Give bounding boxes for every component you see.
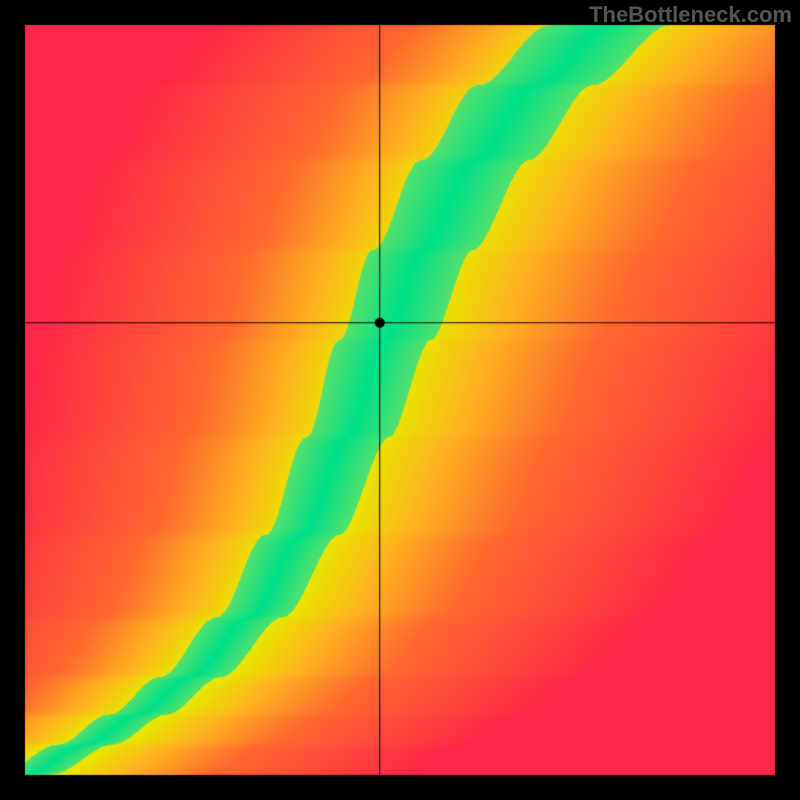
watermark-text: TheBottleneck.com [589, 2, 792, 28]
bottleneck-heatmap [0, 0, 800, 800]
chart-container: TheBottleneck.com [0, 0, 800, 800]
